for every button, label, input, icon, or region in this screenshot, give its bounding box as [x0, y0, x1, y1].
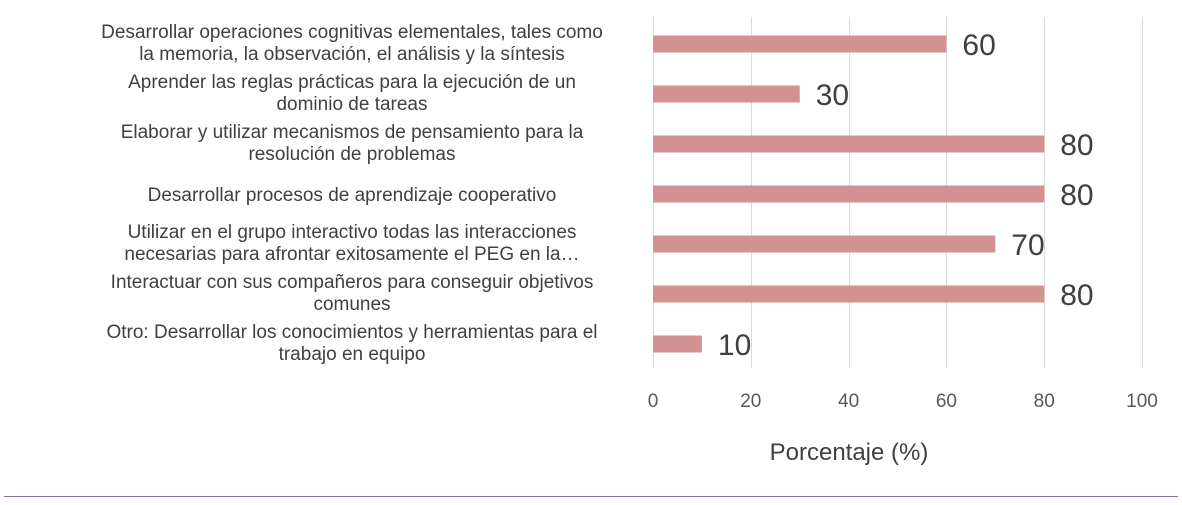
category-label: resolución de problemas [248, 144, 455, 165]
data-label: 70 [1011, 229, 1044, 262]
data-label: 80 [1060, 179, 1093, 212]
category-label: Aprender las reglas prácticas para la ej… [128, 72, 576, 93]
data-labels: 60 30 80 80 70 80 10 [718, 29, 1094, 362]
category-label: necesarias para afrontar exitosamente el… [124, 244, 579, 265]
bar [653, 335, 702, 353]
x-tick-labels: 0 20 40 60 80 100 [648, 391, 1158, 412]
category-labels: Desarrollar operaciones cognitivas eleme… [101, 22, 603, 365]
x-axis-title: Porcentaje (%) [770, 439, 929, 466]
bar [653, 135, 1045, 153]
bar [653, 85, 800, 103]
category-label: Interactuar con sus compañeros para cons… [111, 272, 594, 293]
x-tick-label: 40 [838, 391, 859, 412]
bottom-divider [4, 496, 1178, 497]
bar [653, 185, 1045, 203]
bars [653, 35, 1045, 353]
data-label: 60 [962, 29, 995, 62]
category-label: la memoria, la observación, el análisis … [139, 44, 565, 65]
data-label: 10 [718, 329, 751, 362]
data-label: 80 [1060, 279, 1093, 312]
x-tick-label: 0 [648, 391, 659, 412]
category-label: Desarrollar operaciones cognitivas eleme… [101, 22, 603, 43]
category-label: Otro: Desarrollar los conocimientos y he… [106, 322, 597, 343]
x-tick-label: 80 [1034, 391, 1055, 412]
bar [653, 35, 947, 53]
x-tick-label: 100 [1126, 391, 1158, 412]
category-label: Utilizar en el grupo interactivo todas l… [128, 222, 577, 243]
data-label: 30 [816, 79, 849, 112]
x-tick-label: 60 [936, 391, 957, 412]
bar [653, 235, 996, 253]
category-label: comunes [313, 294, 390, 315]
category-label: Elaborar y utilizar mecanismos de pensam… [121, 122, 584, 143]
data-label: 80 [1060, 129, 1093, 162]
category-label: Desarrollar procesos de aprendizaje coop… [148, 185, 557, 206]
bar [653, 285, 1045, 303]
x-tick-label: 20 [740, 391, 761, 412]
category-label: trabajo en equipo [279, 344, 426, 365]
category-label: dominio de tareas [276, 94, 427, 115]
